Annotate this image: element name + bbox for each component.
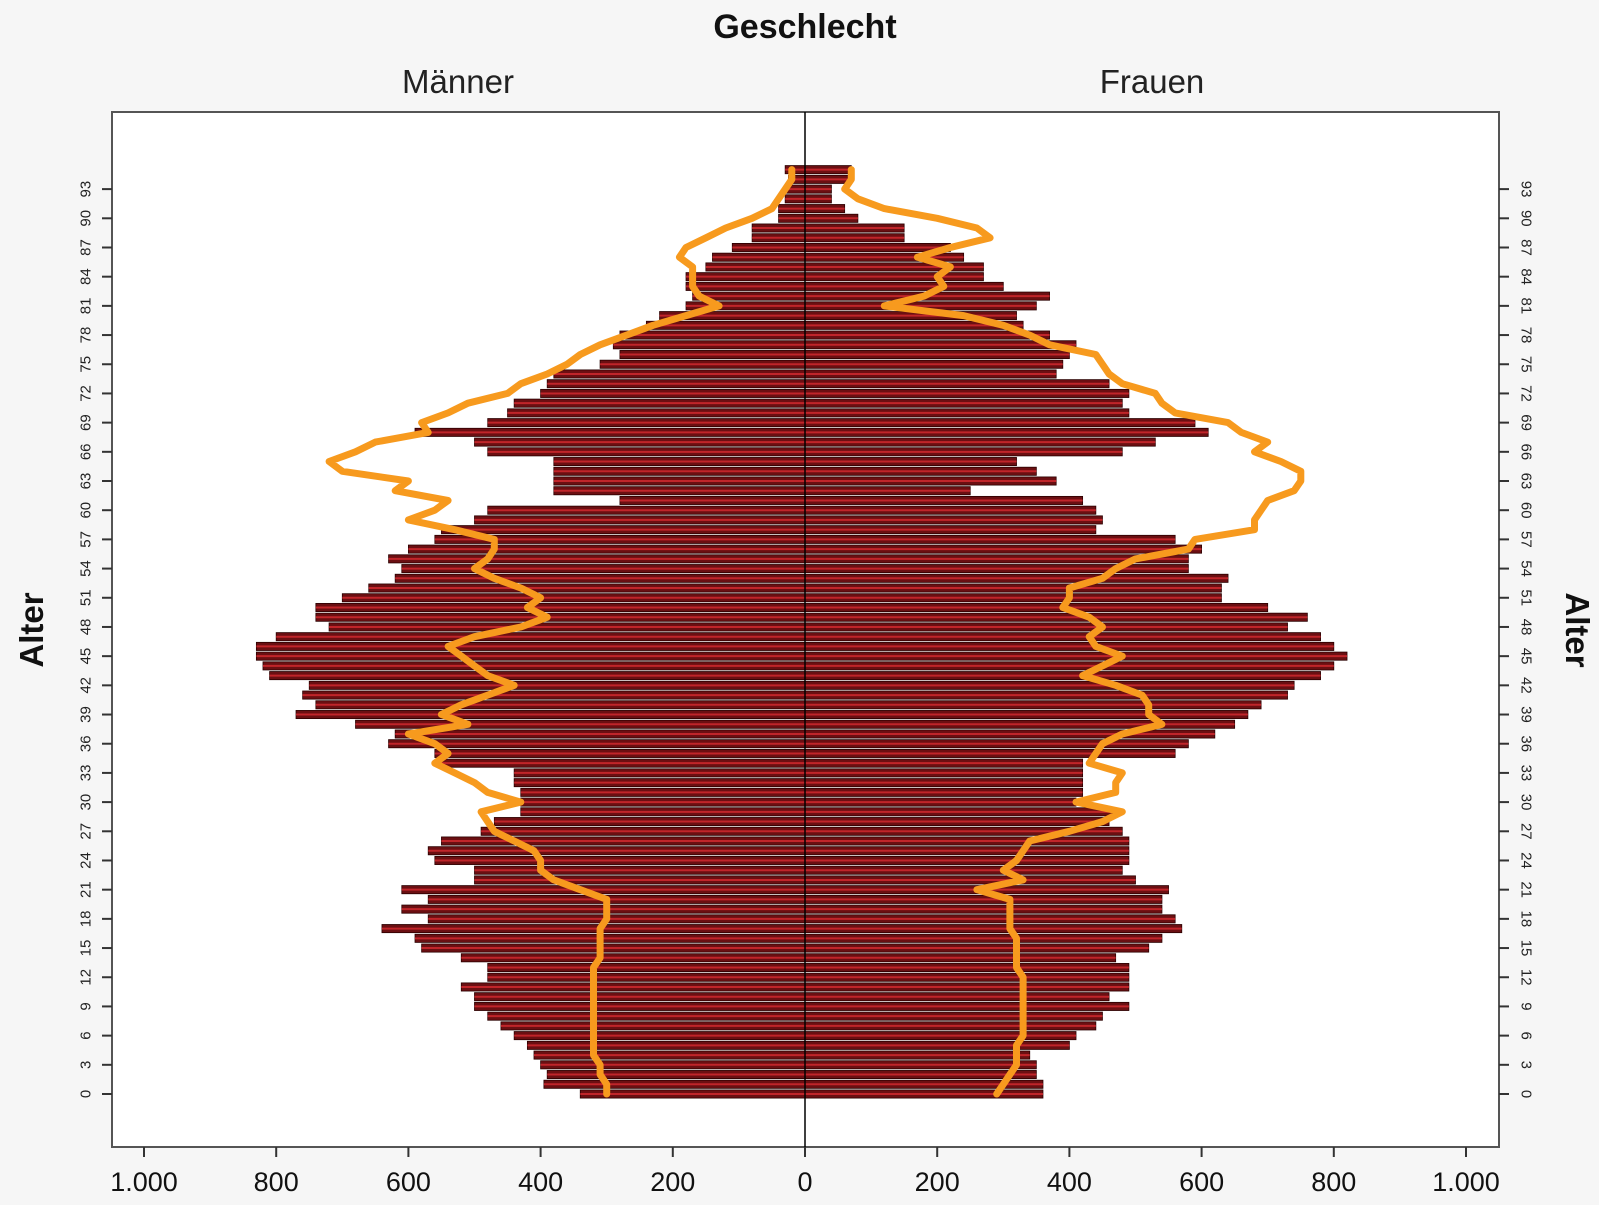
y-axis-label-left: Alter [13, 592, 50, 667]
y-tick-label-left: 27 [78, 823, 95, 840]
x-tick-label: 800 [1311, 1167, 1356, 1197]
y-tick-label-right: 69 [1518, 414, 1535, 431]
x-tick-label: 0 [797, 1167, 812, 1197]
y-tick-label-left: 0 [78, 1090, 95, 1098]
y-tick-label-left: 33 [78, 765, 95, 782]
y-tick-label-right: 63 [1518, 473, 1535, 490]
y-tick-label-right: 81 [1518, 298, 1535, 315]
x-tick-label: 400 [1047, 1167, 1092, 1197]
y-tick-label-right: 48 [1518, 619, 1535, 636]
x-tick-label: 600 [386, 1167, 431, 1197]
y-tick-label-right: 27 [1518, 823, 1535, 840]
y-tick-label-left: 45 [78, 648, 95, 665]
y-axis-label-right: Alter [1559, 592, 1596, 667]
y-tick-label-right: 39 [1518, 706, 1535, 723]
chart-title: Geschlecht [713, 8, 896, 46]
y-tick-label-right: 24 [1518, 852, 1535, 869]
y-tick-label-right: 60 [1518, 502, 1535, 519]
y-tick-label-left: 15 [78, 940, 95, 957]
y-tick-label-left: 42 [78, 677, 95, 694]
y-tick-label-right: 57 [1518, 531, 1535, 548]
y-tick-label-right: 45 [1518, 648, 1535, 665]
y-tick-label-right: 78 [1518, 327, 1535, 344]
x-tick-label: 400 [518, 1167, 563, 1197]
y-tick-label-left: 36 [78, 735, 95, 752]
y-tick-label-left: 60 [78, 502, 95, 519]
legend-label-men: Männer [402, 63, 514, 100]
y-tick-label-left: 63 [78, 473, 95, 490]
y-tick-label-right: 21 [1518, 881, 1535, 898]
lines-layer [325, 166, 1305, 1098]
y-tick-label-left: 3 [78, 1061, 95, 1069]
y-tick-label-right: 75 [1518, 356, 1535, 373]
x-tick-label: 600 [1179, 1167, 1224, 1197]
y-tick-label-left: 72 [78, 385, 95, 402]
x-tick-label: 200 [915, 1167, 960, 1197]
y-tick-label-left: 87 [78, 239, 95, 256]
line-women [841, 166, 1305, 1098]
y-tick-label-left: 18 [78, 911, 95, 928]
y-tick-label-right: 51 [1518, 589, 1535, 606]
y-tick-label-left: 81 [78, 298, 95, 315]
y-tick-label-right: 66 [1518, 443, 1535, 460]
y-tick-label-left: 90 [78, 210, 95, 227]
y-tick-label-left: 93 [78, 181, 95, 198]
y-tick-label-left: 66 [78, 443, 95, 460]
y-tick-label-left: 75 [78, 356, 95, 373]
y-tick-label-left: 12 [78, 969, 95, 986]
y-tick-label-right: 42 [1518, 677, 1535, 694]
x-tick-label: 200 [650, 1167, 695, 1197]
y-tick-label-right: 90 [1518, 210, 1535, 227]
y-tick-label-right: 18 [1518, 911, 1535, 928]
y-tick-label-right: 36 [1518, 735, 1535, 752]
y-tick-label-left: 6 [78, 1031, 95, 1039]
y-tick-label-left: 39 [78, 706, 95, 723]
y-tick-label-right: 93 [1518, 181, 1535, 198]
y-tick-label-right: 33 [1518, 765, 1535, 782]
y-tick-label-right: 3 [1518, 1061, 1535, 1069]
y-tick-label-right: 54 [1518, 560, 1535, 577]
y-tick-label-left: 21 [78, 881, 95, 898]
y-tick-label-left: 78 [78, 327, 95, 344]
y-tick-label-right: 72 [1518, 385, 1535, 402]
y-tick-label-right: 12 [1518, 969, 1535, 986]
y-tick-label-right: 0 [1518, 1090, 1535, 1098]
y-tick-label-right: 84 [1518, 268, 1535, 285]
y-tick-label-left: 51 [78, 589, 95, 606]
x-tick-label: 800 [254, 1167, 299, 1197]
y-tick-label-left: 24 [78, 852, 95, 869]
y-tick-label-left: 57 [78, 531, 95, 548]
y-tick-label-left: 69 [78, 414, 95, 431]
x-tick-label: 1.000 [1432, 1167, 1500, 1197]
y-tick-label-right: 30 [1518, 794, 1535, 811]
y-tick-label-left: 48 [78, 619, 95, 636]
y-tick-label-right: 6 [1518, 1031, 1535, 1039]
y-tick-label-left: 30 [78, 794, 95, 811]
y-tick-label-left: 54 [78, 560, 95, 577]
x-tick-label: 1.000 [110, 1167, 178, 1197]
line-men [325, 166, 796, 1098]
y-tick-label-left: 9 [78, 1002, 95, 1010]
y-tick-label-right: 9 [1518, 1002, 1535, 1010]
legend-label-women: Frauen [1100, 63, 1205, 100]
y-tick-label-right: 15 [1518, 940, 1535, 957]
y-tick-label-right: 87 [1518, 239, 1535, 256]
y-tick-label-left: 84 [78, 268, 95, 285]
